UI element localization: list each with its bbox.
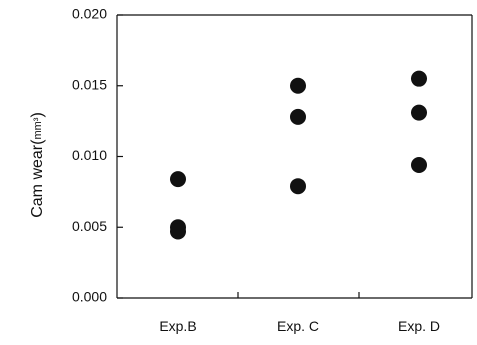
- data-point: [290, 77, 306, 94]
- x-tick-label: Exp. C: [277, 318, 319, 334]
- y-tick-label: 0.020: [72, 6, 107, 22]
- y-axis-title: Cam wear(mm³): [29, 112, 46, 218]
- x-tick-label: Exp. D: [398, 318, 440, 334]
- x-tick-label: Exp.B: [159, 318, 196, 334]
- svg-text:Cam wear(mm³): Cam wear(mm³): [29, 112, 46, 218]
- y-axis-unit: mm³: [32, 117, 44, 139]
- data-point: [290, 178, 306, 195]
- data-point: [411, 156, 427, 173]
- x-axis-ticks: Exp.B Exp. C Exp. D: [159, 292, 440, 334]
- y-tick-label: 0.010: [72, 147, 107, 163]
- plot-frame: [116, 14, 473, 299]
- y-tick-label: 0.015: [72, 76, 107, 92]
- data-point: [170, 223, 186, 240]
- data-point: [170, 171, 186, 188]
- y-axis-title-text: Cam wear: [29, 144, 46, 218]
- y-tick-label: 0.005: [72, 218, 107, 234]
- y-tick-label: 0.000: [72, 289, 107, 305]
- data-point: [411, 104, 427, 121]
- data-points: [170, 70, 427, 240]
- data-point: [411, 70, 427, 87]
- data-point: [290, 108, 306, 125]
- y-axis-ticks: 0.000 0.005 0.010 0.015 0.020: [72, 6, 123, 305]
